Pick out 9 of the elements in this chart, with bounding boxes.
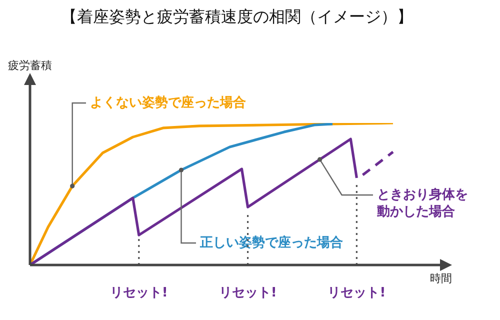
y-axis-title: 疲労蓄積: [8, 58, 52, 72]
text: リセット!: [110, 285, 168, 300]
series-label: ときおり身体を動かした場合: [376, 187, 468, 220]
x-axis-title: 時間: [430, 272, 452, 285]
chart-title: 【着座姿勢と疲労蓄積速度の相関（イメージ）】: [61, 7, 413, 26]
text: リセット!: [218, 285, 277, 300]
series-label: よくない姿勢で座った場合: [90, 94, 246, 110]
text: 正しい姿勢で座った場合: [199, 234, 343, 250]
text: リセット!: [328, 285, 386, 300]
